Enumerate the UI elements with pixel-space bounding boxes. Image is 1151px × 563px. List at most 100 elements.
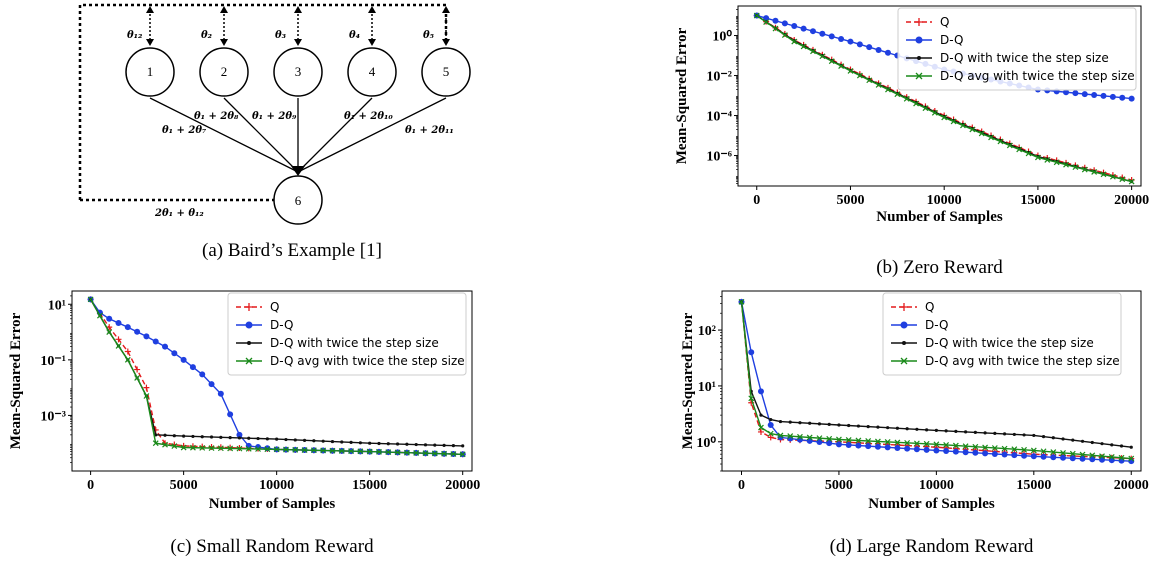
marker [1091,169,1098,175]
marker [988,134,994,141]
marker [943,448,950,455]
y-tick-label: 10⁻¹ [40,354,66,369]
marker [875,46,882,53]
marker [431,450,438,457]
marker [982,444,989,451]
marker [284,437,288,442]
marker [209,435,214,439]
top-label-3: θ₃ [275,30,287,41]
marker [237,436,242,440]
marker [247,436,251,440]
marker [866,77,873,84]
marker [964,430,968,434]
marker [925,428,929,432]
baird-diagram: 1 2 3 4 5 6 θ₁₂ θ₂ θ₃ θ₄ θ₅ θ₁ + 2θ₇ θ₁ … [78,3,471,261]
marker [952,442,959,449]
marker [1108,454,1115,460]
marker [385,449,392,456]
marker [330,439,335,444]
marker [767,430,774,437]
legend-label: D-Q with twice the step size [925,336,1094,350]
marker [952,448,959,455]
marker [885,86,891,93]
marker [837,423,841,427]
marker [377,441,381,446]
x-tick-label: 15000 [1016,478,1051,493]
marker [1118,454,1125,461]
marker [894,445,901,452]
chart-d: 0 5000 10000 15000 20000 10² 10¹ 10⁰ Number of S… [680,290,1149,557]
marker [763,15,770,22]
marker [923,440,930,447]
marker [1025,150,1032,157]
legend-label: D-Q [940,33,963,47]
marker [433,443,437,447]
node-6-label: 6 [295,193,302,208]
legend-label: D-Q [925,318,948,332]
marker [461,444,465,448]
marker [368,441,372,445]
marker [124,348,131,355]
marker [134,374,141,381]
marker [895,426,899,430]
marker [348,448,354,455]
marker [292,446,299,453]
marker [1034,154,1041,161]
x-tick-label: 20000 [1114,193,1149,208]
marker [1032,433,1036,438]
marker [1060,454,1067,461]
x-tick-label: 15000 [352,478,387,493]
edge-label-10: θ₁ + 2θ₁₀ [344,111,393,122]
marker [265,437,269,441]
marker [1081,91,1088,98]
marker [800,25,807,32]
marker [806,434,813,441]
marker [106,329,113,335]
marker [357,448,364,455]
legend-marker [915,36,923,44]
x-tick-label: 5000 [836,193,864,208]
marker [442,443,446,447]
marker [1002,432,1007,436]
plot-frame [71,290,473,472]
marker [301,447,308,453]
y-tick-label: 10⁻³ [40,409,66,424]
marker [163,433,167,437]
marker [338,447,345,454]
marker [450,451,457,457]
marker [1040,453,1047,460]
legend-box [882,292,1122,376]
edge-label-11: θ₁ + 2θ₁₁ [405,125,454,136]
marker [1079,451,1086,458]
marker [310,447,317,454]
marker [199,371,206,378]
marker [171,443,178,450]
marker [903,95,910,102]
x-axis-label: Number of Samples [868,496,995,512]
marker [788,420,792,424]
marker [950,118,957,125]
marker [1063,161,1069,168]
legend: Q D-Q D-Q with twice the step size D-Q avg … [897,7,1137,91]
chart-b: 0 5000 10000 15000 20000 10⁰ 10⁻² 10⁻⁴ 10⁻⁶ Numbe… [674,5,1149,278]
marker [933,447,940,454]
x-tick-label: 0 [753,193,760,208]
legend-box [897,7,1137,91]
marker [1050,449,1057,455]
marker [349,440,353,444]
marker [954,429,958,433]
x-tick-label: 10000 [919,478,954,493]
marker [1109,173,1116,180]
legend-marker [902,341,906,345]
marker [865,438,872,444]
marker [763,19,770,25]
marker [96,312,103,319]
marker [855,437,862,444]
legend-marker [245,321,253,329]
marker [217,390,224,397]
y-tick-label: 10¹ [698,380,716,395]
marker [904,445,911,452]
y-tick-label: 10⁻⁴ [706,110,732,125]
marker [847,423,851,428]
